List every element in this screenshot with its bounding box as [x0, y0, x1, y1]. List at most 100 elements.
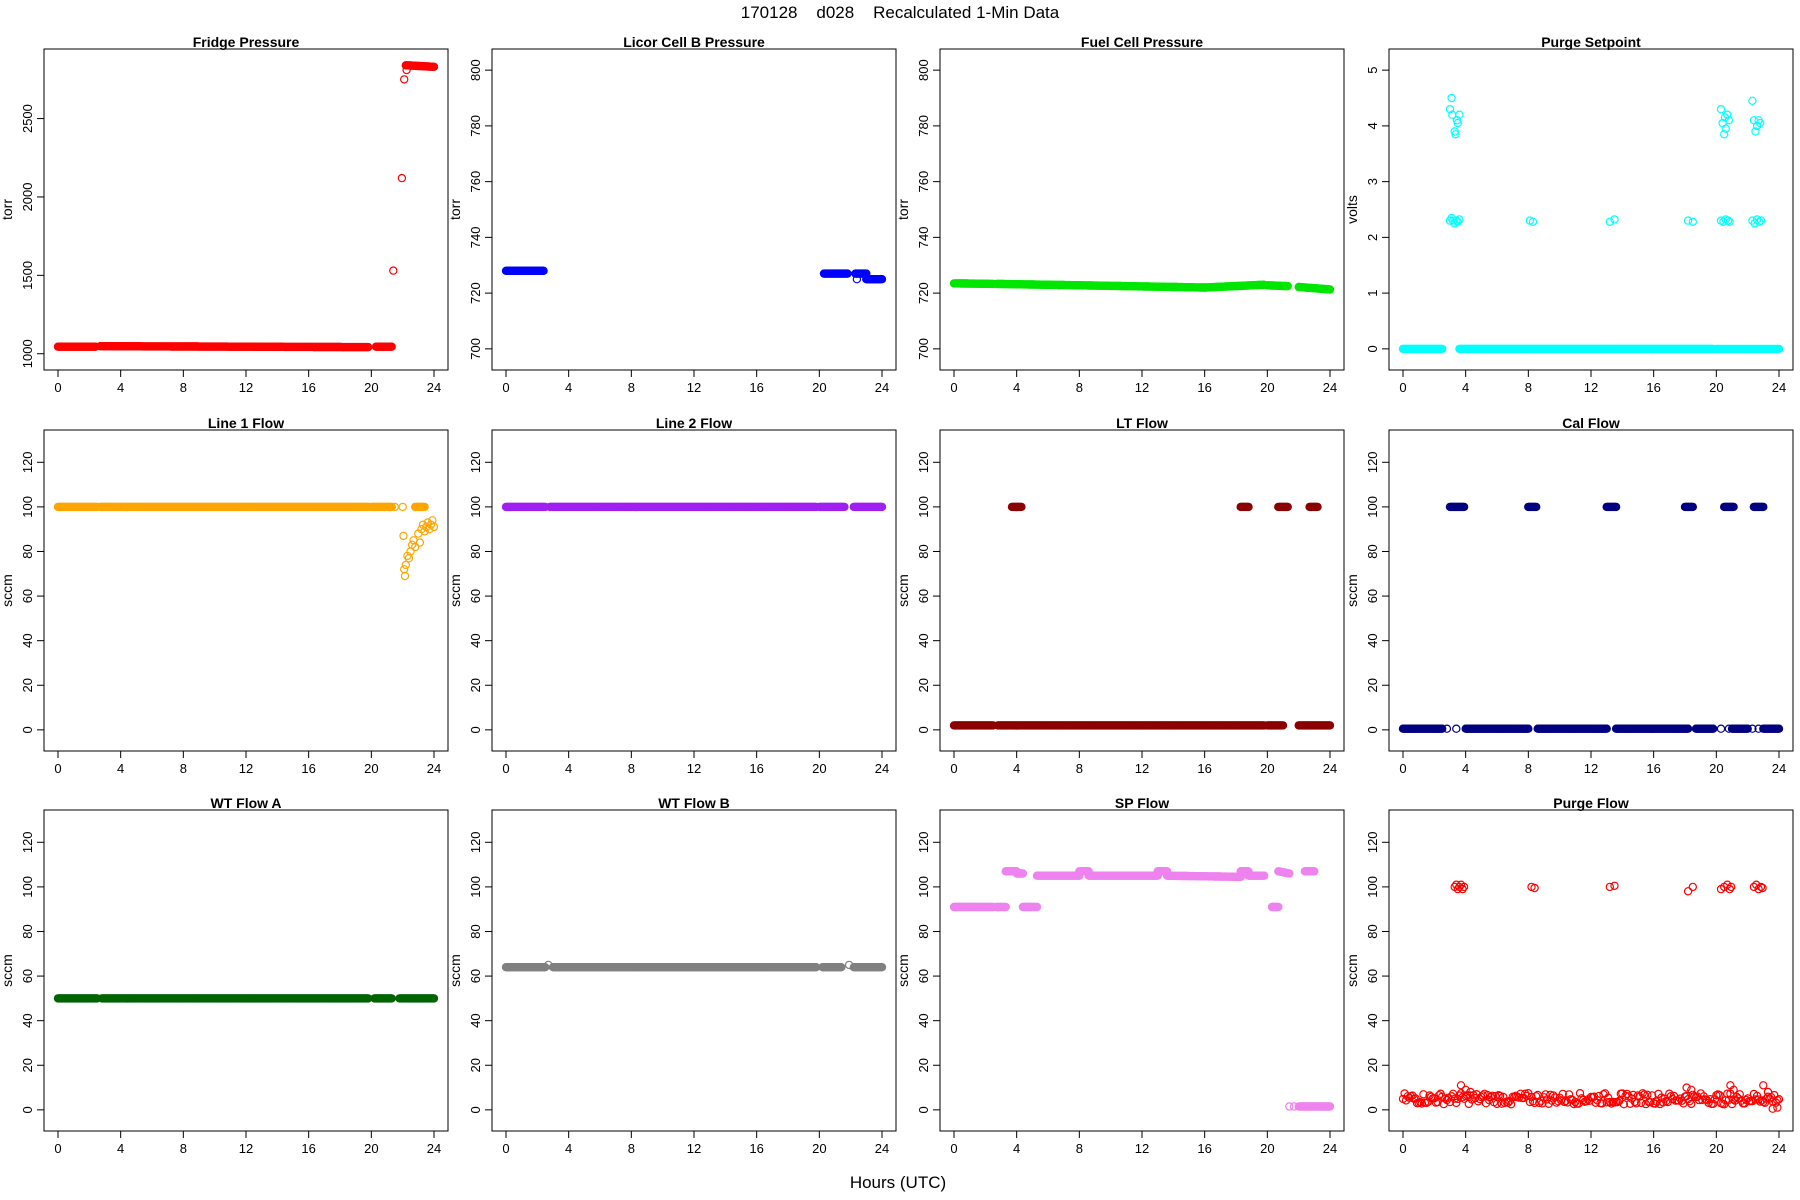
- x-tick-label: 16: [749, 761, 763, 776]
- x-tick-label: 8: [1076, 1141, 1083, 1156]
- x-tick-label: 20: [1260, 761, 1274, 776]
- data-point: [1688, 217, 1698, 226]
- y-tick-label: 80: [468, 924, 483, 938]
- y-axis-label: sccm: [1344, 574, 1360, 607]
- data-point: [843, 269, 852, 278]
- plot-frame: [1388, 48, 1794, 371]
- data-point: [389, 266, 398, 275]
- data-series: [501, 960, 887, 972]
- x-tick-label: 12: [687, 761, 701, 776]
- y-tick-label: 720: [468, 282, 483, 304]
- x-tick-label: 24: [1323, 1141, 1337, 1156]
- data-point: [1602, 724, 1611, 733]
- y-axis-label: torr: [895, 199, 911, 220]
- y-tick-label: 2500: [20, 104, 35, 133]
- y-tick-label: 0: [1365, 345, 1380, 352]
- y-tick-label: 80: [916, 544, 931, 558]
- data-point: [1528, 217, 1538, 226]
- data-point: [1774, 344, 1784, 354]
- data-point: [1447, 93, 1456, 103]
- y-tick-label: 80: [468, 544, 483, 558]
- panel-title: Purge Setpoint: [1541, 34, 1641, 50]
- data-point: [1725, 217, 1734, 226]
- data-series: [501, 266, 887, 284]
- data-point: [400, 75, 409, 84]
- x-tick-label: 16: [1197, 761, 1211, 776]
- data-point: [401, 560, 410, 570]
- data-point: [1683, 724, 1693, 733]
- y-tick-label: 0: [468, 1106, 483, 1113]
- data-series: [53, 994, 439, 1003]
- x-tick-label: 0: [950, 380, 957, 395]
- data-point: [1453, 118, 1463, 128]
- y-tick-label: 120: [916, 831, 931, 853]
- data-point: [1729, 502, 1738, 512]
- x-tick-label: 0: [950, 761, 957, 776]
- x-tick-label: 8: [180, 761, 187, 776]
- data-point: [1611, 502, 1621, 512]
- x-tick-label: 8: [1525, 761, 1532, 776]
- y-axis-label: sccm: [0, 574, 15, 607]
- panel-title: Fuel Cell Pressure: [1081, 34, 1203, 50]
- y-tick-label: 740: [916, 227, 931, 249]
- x-tick-label: 24: [427, 1141, 441, 1156]
- x-tick-label: 8: [628, 761, 635, 776]
- data-point: [1459, 502, 1469, 512]
- data-point: [1531, 502, 1541, 512]
- y-tick-label: 5: [1365, 67, 1380, 74]
- x-tick-label: 16: [301, 761, 315, 776]
- data-point: [852, 275, 862, 284]
- x-tick-label: 4: [565, 761, 572, 776]
- data-point: [1751, 127, 1760, 136]
- data-point: [1453, 217, 1463, 226]
- y-tick-label: 120: [468, 451, 483, 473]
- y-tick-label: 60: [916, 589, 931, 603]
- data-point: [387, 994, 396, 1003]
- data-point: [420, 502, 429, 512]
- x-tick-label: 24: [875, 380, 889, 395]
- y-tick-label: 1000: [20, 339, 35, 368]
- plot-frame: [491, 429, 897, 752]
- figure-title: 170128 d028 Recalculated 1-Min Data: [741, 3, 1060, 22]
- data-point: [1683, 216, 1693, 225]
- y-tick-label: 3: [1365, 178, 1380, 185]
- x-tick-label: 20: [364, 761, 378, 776]
- y-tick-label: 760: [916, 171, 931, 193]
- y-tick-label: 1500: [20, 261, 35, 290]
- data-point: [1723, 216, 1733, 225]
- data-point: [1445, 104, 1455, 114]
- y-tick-label: 40: [20, 633, 35, 647]
- x-tick-label: 20: [1709, 761, 1723, 776]
- data-series: [501, 502, 887, 512]
- x-tick-label: 0: [950, 1141, 957, 1156]
- plot-frame: [43, 809, 449, 1132]
- x-tick-label: 20: [1260, 380, 1274, 395]
- data-point: [1755, 118, 1765, 128]
- y-tick-label: 700: [468, 338, 483, 360]
- x-tick-label: 12: [1584, 380, 1598, 395]
- y-tick-label: 20: [916, 1058, 931, 1072]
- y-tick-label: 800: [916, 59, 931, 81]
- y-tick-label: 60: [1365, 589, 1380, 603]
- y-tick-label: 40: [916, 633, 931, 647]
- data-point: [415, 538, 425, 547]
- x-tick-label: 20: [812, 1141, 826, 1156]
- panel-title: Cal Flow: [1562, 415, 1620, 431]
- y-tick-label: 800: [468, 59, 483, 81]
- y-tick-label: 100: [916, 876, 931, 898]
- panel-title: Line 1 Flow: [208, 415, 284, 431]
- data-point: [1017, 502, 1026, 512]
- y-axis-label: sccm: [895, 954, 911, 987]
- x-tick-label: 0: [502, 761, 509, 776]
- data-point: [877, 963, 887, 972]
- x-tick-label: 8: [180, 1141, 187, 1156]
- y-tick-label: 760: [468, 171, 483, 193]
- y-axis-label: sccm: [0, 954, 15, 987]
- x-tick-label: 24: [427, 380, 441, 395]
- data-point: [1605, 217, 1615, 226]
- x-tick-label: 4: [565, 380, 572, 395]
